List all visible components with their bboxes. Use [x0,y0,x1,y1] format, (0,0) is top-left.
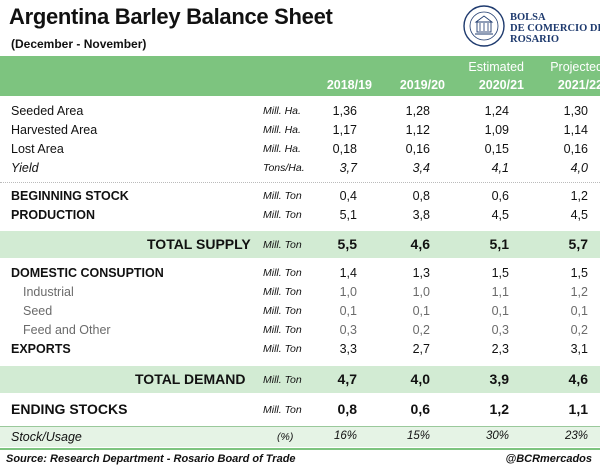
row-domestic-consumption: DOMESTIC CONSUPTION Mill. Ton 1,4 1,3 1,… [11,266,588,280]
row-exports: EXPORTS Mill. Ton 3,3 2,7 2,3 3,1 [11,342,588,356]
row-production: PRODUCTION Mill. Ton 5,1 3,8 4,5 4,5 [11,208,588,222]
row-stock-usage: Stock/Usage (%) 16% 15% 30% 23% [0,427,600,447]
row-total-demand: TOTAL DEMAND Mill. Ton 4,7 4,0 3,9 4,6 [0,366,600,393]
row-industrial: Industrial Mill. Ton 1,0 1,0 1,1 1,2 [23,285,588,299]
row-harvested-area: Harvested Area Mill. Ha. 1,17 1,12 1,09 … [11,123,588,137]
row-seeded-area: Seeded Area Mill. Ha. 1,36 1,28 1,24 1,3… [11,104,588,118]
bcr-logo: BOLSA DE COMERCIO DE ROSARIO [463,5,600,49]
bcr-seal-icon [463,5,505,47]
row-feed-and-other: Feed and Other Mill. Ton 0,3 0,2 0,3 0,2 [23,323,588,337]
logo-line-3: ROSARIO [510,34,560,45]
table-header: 2018/19 2019/20 Estimated 2020/21 Projec… [0,56,600,96]
row-ending-stocks: ENDING STOCKS Mill. Ton 0,8 0,6 1,2 1,1 [11,401,588,417]
page-title: Argentina Barley Balance Sheet [9,4,333,29]
row-beginning-stock: BEGINNING STOCK Mill. Ton 0,4 0,8 0,6 1,… [11,189,588,203]
source-note: Source: Research Department - Rosario Bo… [6,453,296,465]
row-seed: Seed Mill. Ton 0,1 0,1 0,1 0,1 [23,304,588,318]
row-yield: Yield Tons/Ha. 3,7 3,4 4,1 4,0 [11,161,588,175]
logo-line-2: DE COMERCIO DE [510,23,600,34]
page-subtitle: (December - November) [11,37,147,51]
divider [0,426,600,427]
twitter-handle: @BCRmercados [505,453,592,465]
logo-line-1: BOLSA [510,12,546,23]
row-total-supply: TOTAL SUPPLY Mill. Ton 5,5 4,6 5,1 5,7 [0,231,600,258]
divider [0,182,600,183]
row-lost-area: Lost Area Mill. Ha. 0,18 0,16 0,15 0,16 [11,142,588,156]
footer: Source: Research Department - Rosario Bo… [0,448,600,467]
